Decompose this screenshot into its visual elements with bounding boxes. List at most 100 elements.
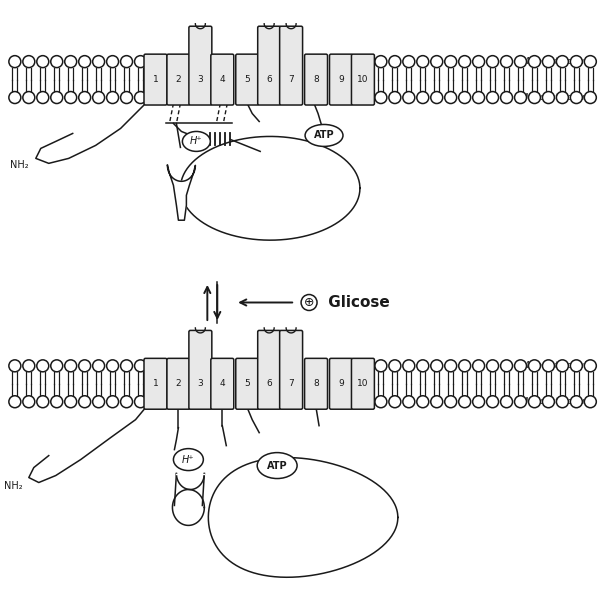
Polygon shape	[208, 458, 398, 577]
Ellipse shape	[182, 131, 211, 151]
Text: 10: 10	[357, 379, 368, 388]
Circle shape	[134, 396, 146, 408]
Text: Meio intracelular: Meio intracelular	[525, 93, 595, 102]
Circle shape	[9, 92, 21, 104]
Circle shape	[37, 360, 49, 372]
Circle shape	[473, 360, 485, 372]
Text: Meio extracelular: Meio extracelular	[523, 361, 595, 370]
Circle shape	[445, 360, 457, 372]
Circle shape	[529, 92, 541, 104]
Circle shape	[458, 396, 470, 408]
Circle shape	[107, 92, 119, 104]
Circle shape	[389, 55, 401, 68]
Text: 8: 8	[313, 379, 319, 388]
FancyBboxPatch shape	[305, 54, 328, 105]
Ellipse shape	[173, 449, 203, 470]
Circle shape	[134, 360, 146, 372]
Polygon shape	[167, 165, 196, 220]
Circle shape	[9, 360, 21, 372]
FancyBboxPatch shape	[144, 54, 167, 105]
Text: ATP: ATP	[314, 130, 334, 140]
Text: 5: 5	[244, 379, 250, 388]
Circle shape	[515, 396, 526, 408]
Circle shape	[445, 55, 457, 68]
Circle shape	[431, 396, 443, 408]
Text: 3: 3	[197, 379, 203, 388]
FancyBboxPatch shape	[329, 358, 352, 409]
Circle shape	[121, 396, 133, 408]
Circle shape	[473, 396, 485, 408]
Circle shape	[500, 396, 512, 408]
Ellipse shape	[257, 453, 297, 479]
Text: 6: 6	[266, 75, 272, 84]
Text: ⊕: ⊕	[304, 296, 314, 309]
Text: Glicose: Glicose	[323, 295, 390, 310]
Circle shape	[458, 92, 470, 104]
Circle shape	[37, 55, 49, 68]
Circle shape	[37, 92, 49, 104]
Text: 9: 9	[338, 379, 344, 388]
Circle shape	[121, 360, 133, 372]
FancyBboxPatch shape	[189, 330, 212, 409]
Circle shape	[375, 360, 387, 372]
Circle shape	[403, 92, 415, 104]
FancyBboxPatch shape	[167, 358, 190, 409]
Circle shape	[417, 360, 429, 372]
Circle shape	[107, 55, 119, 68]
Text: 5: 5	[244, 75, 250, 84]
Circle shape	[529, 360, 541, 372]
Circle shape	[487, 55, 499, 68]
Circle shape	[542, 92, 554, 104]
Circle shape	[65, 92, 77, 104]
FancyBboxPatch shape	[305, 358, 328, 409]
Text: Meio extracelular: Meio extracelular	[523, 57, 595, 66]
Circle shape	[79, 360, 91, 372]
Circle shape	[556, 396, 568, 408]
Circle shape	[37, 396, 49, 408]
Circle shape	[92, 396, 104, 408]
Circle shape	[529, 55, 541, 68]
Circle shape	[417, 55, 429, 68]
Text: 7: 7	[288, 75, 294, 84]
Circle shape	[403, 360, 415, 372]
Circle shape	[431, 55, 443, 68]
Circle shape	[23, 396, 35, 408]
Circle shape	[458, 360, 470, 372]
Circle shape	[473, 92, 485, 104]
FancyBboxPatch shape	[211, 54, 234, 105]
FancyBboxPatch shape	[144, 358, 167, 409]
Circle shape	[431, 92, 443, 104]
Circle shape	[571, 92, 583, 104]
FancyBboxPatch shape	[236, 54, 259, 105]
Circle shape	[500, 92, 512, 104]
FancyBboxPatch shape	[167, 54, 190, 105]
Circle shape	[556, 55, 568, 68]
Text: 2: 2	[176, 75, 181, 84]
Circle shape	[500, 360, 512, 372]
Circle shape	[571, 55, 583, 68]
Circle shape	[23, 55, 35, 68]
Text: H⁺: H⁺	[182, 455, 194, 464]
Circle shape	[79, 55, 91, 68]
Text: 4: 4	[220, 75, 225, 84]
Circle shape	[389, 396, 401, 408]
Circle shape	[65, 55, 77, 68]
Text: H⁺: H⁺	[190, 136, 203, 147]
Text: 7: 7	[288, 379, 294, 388]
Circle shape	[445, 92, 457, 104]
Text: 8: 8	[313, 75, 319, 84]
Circle shape	[389, 92, 401, 104]
Circle shape	[584, 360, 596, 372]
Text: NH₂: NH₂	[10, 160, 29, 171]
Circle shape	[584, 92, 596, 104]
Circle shape	[529, 396, 541, 408]
FancyBboxPatch shape	[352, 54, 374, 105]
FancyBboxPatch shape	[189, 26, 212, 105]
Ellipse shape	[305, 124, 343, 147]
Circle shape	[487, 360, 499, 372]
FancyBboxPatch shape	[258, 330, 281, 409]
Circle shape	[375, 396, 387, 408]
Text: 2: 2	[176, 379, 181, 388]
Circle shape	[107, 396, 119, 408]
FancyBboxPatch shape	[236, 358, 259, 409]
